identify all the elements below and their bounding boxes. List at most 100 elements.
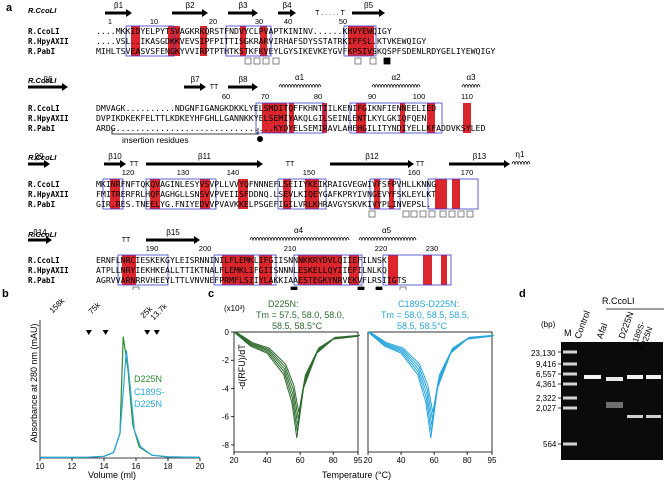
beta9-arrow-head (44, 160, 50, 168)
c189s-band-2 (646, 415, 661, 418)
residue-marker-20 (399, 286, 407, 290)
dsf-left-title: D225N: (268, 299, 299, 309)
residue-marker-8 (402, 210, 410, 218)
dsf-left-tm1: Tm = 57.5, 58.0, 58.0, (256, 310, 345, 320)
block3-tt2: TT (286, 161, 295, 168)
conserved-block-8 (322, 103, 327, 133)
eta1-helix (511, 161, 531, 166)
dsf-curve-1-3 (369, 331, 494, 419)
conserved-block-27 (349, 255, 359, 285)
residue-marker-1 (253, 57, 261, 65)
residue-marker-13 (448, 210, 456, 218)
residue-marker-3 (272, 57, 280, 65)
block1-ref-header: R.CcoLI (28, 6, 57, 15)
dsf-frame-0 (233, 331, 359, 453)
sec-xtick-label-12: 12 (68, 462, 77, 471)
residue-marker-16 (132, 286, 140, 290)
alpha1-helix (278, 84, 322, 89)
alpha5-helix (358, 237, 417, 242)
beta10-arrow-label: β10 (108, 152, 122, 161)
dsf-right-tm2: 58.5, 58.5°C (397, 321, 448, 331)
panel-label-d: d (519, 288, 526, 300)
panel-label-b: b (2, 288, 9, 300)
dsf-xtick-label-0-60: 60 (296, 456, 305, 465)
beta13-arrow-label: β13 (473, 152, 487, 161)
size-2322: 2,322 (536, 394, 557, 403)
beta2-arrow-label: β2 (185, 1, 195, 10)
block1-name-1: R.CcoLI (28, 27, 60, 36)
beta2-arrow-head (202, 9, 208, 17)
block4-seq-2: ATPLLNRYIEKHKEALLTTIKTNALFLEMKLIFGIISNNN… (96, 265, 387, 275)
block2-seq-2: DVPIKDKEKFELTTLKDKEYHFGHLLGANNKKYELSEMIY… (96, 113, 427, 123)
alpha1-helix-label: α1 (295, 73, 305, 82)
dsf-xtick-label-1-40: 40 (397, 456, 406, 465)
sec-xtick-label-10: 10 (36, 462, 45, 471)
beta14-arrow-head (46, 236, 52, 244)
block1-seq-1: ....MKKIDYELPYTSVAGKRKQRSTFNDVYCLPVAPTKI… (96, 26, 392, 36)
block1-num-40: 40 (284, 17, 292, 26)
marker-band-5 (563, 362, 577, 366)
conserved-block-21 (435, 179, 447, 209)
marker-band-4 (563, 372, 577, 376)
residue-marker-17 (290, 286, 298, 290)
alpha5-helix-label: α5 (382, 226, 392, 235)
block1-num-1: 1 (108, 17, 112, 26)
conserved-block-5 (348, 26, 374, 56)
block2-num-70: 70 (261, 92, 269, 101)
block3-num-120: 120 (122, 168, 135, 177)
alpha4-helix (249, 237, 350, 242)
block4-tt: TT (122, 237, 131, 244)
conserved-block-15 (200, 179, 210, 209)
conserved-block-9 (356, 103, 366, 133)
insertion-dot (257, 136, 263, 142)
beta12-arrow-label: β12 (365, 152, 379, 161)
insertion-residues-label: insertion residues (122, 135, 189, 145)
marker-band-6 (563, 350, 577, 354)
size-2027: 2,027 (536, 404, 557, 413)
conserved-block-24 (222, 255, 254, 285)
residue-marker-18 (357, 286, 365, 290)
dsf-left-tm2: 58.5, 58.5°C (272, 321, 323, 331)
marker-band-1 (563, 406, 577, 410)
block3-tt1: TT (130, 161, 139, 168)
sec-xlabel: Volume (ml) (88, 470, 137, 480)
beta3-arrow-head (252, 9, 258, 17)
afai-smear (606, 402, 623, 408)
residue-marker-5 (369, 57, 377, 65)
sec-series-line-0 (40, 336, 201, 458)
dsf-curve-0-3 (235, 331, 360, 419)
beta5-arrow-label: β5 (364, 1, 374, 10)
block1-seq-3: MIHLTSVEASVSFENGKYVVIRPTPTHTKSTKFKVEYLGY… (96, 46, 496, 56)
block2-num-100: 100 (413, 92, 426, 101)
dsf-curve-0-4 (235, 331, 361, 413)
lane-control: Control (572, 309, 592, 340)
dsf-scale: (x10³) (224, 304, 245, 313)
conserved-block-17 (283, 179, 291, 209)
block3-seq-2: FMITRERFRLHQFAGHGLLSNSVVPVEIISFDDNQ.LSEV… (96, 189, 437, 199)
conserved-block-3 (240, 26, 246, 56)
similarity-box-2 (343, 25, 377, 57)
beta1-arrow-head (126, 9, 132, 17)
dsf-right-tm1: Tm = 58.0, 58.5, 58.5, (381, 310, 470, 320)
similarity-box-4 (349, 102, 443, 134)
beta12-arrow-head (408, 160, 414, 168)
marker-band-3 (563, 382, 577, 386)
beta3-arrow-label: β3 (238, 1, 248, 10)
dsf-ytick-label--6: -6 (222, 413, 230, 422)
residue-marker-2 (262, 57, 270, 65)
conserved-block-30 (441, 255, 447, 285)
conserved-block-11 (427, 103, 435, 133)
dsf-frame-1 (367, 331, 493, 453)
block3-seq-1: MKINRFNFTQKQVAGINLESYVSVPLLVVYQFNNNEFLSE… (96, 179, 437, 189)
block1-num-50: 50 (339, 17, 347, 26)
legend-d225n: D225N (134, 374, 163, 384)
block1-num-10: 10 (150, 17, 158, 26)
panel-label-a: a (6, 2, 13, 14)
block3-num-170: 170 (461, 168, 474, 177)
lane-afai: AfaI (594, 321, 610, 340)
block1-name-3: R.PabI (28, 47, 56, 56)
similarity-box-7 (277, 178, 327, 210)
dsf-curve-1-1 (368, 331, 493, 432)
marker-band-2 (563, 396, 577, 400)
